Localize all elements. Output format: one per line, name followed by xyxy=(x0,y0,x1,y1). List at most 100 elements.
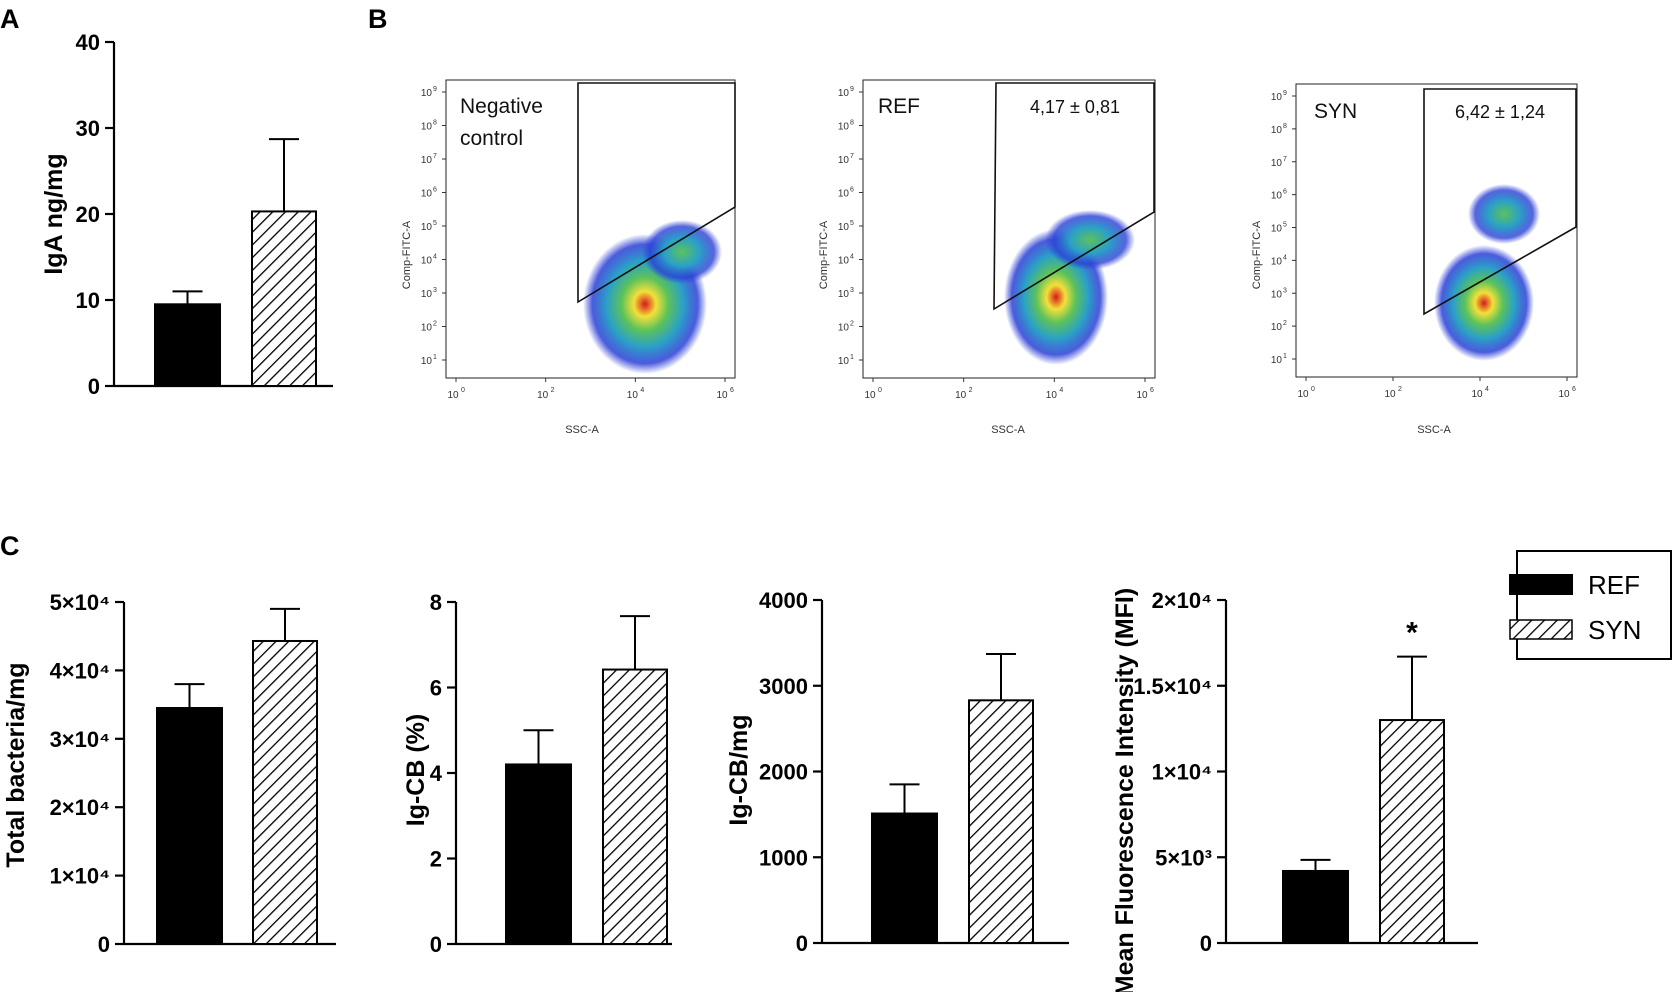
y-tick-label: 1000 xyxy=(759,845,808,870)
flow-y-tick-label: 10 xyxy=(1271,158,1283,169)
y-tick-label: 0 xyxy=(1200,931,1212,956)
bar-syn xyxy=(251,210,317,387)
flow-x-tick-label: 10 xyxy=(1297,389,1309,400)
flow-x-tick-exponent: 0 xyxy=(461,387,465,394)
flow-y-tick-label: 10 xyxy=(421,222,433,233)
y-axis-label: Ig-CB (%) xyxy=(402,714,430,826)
bar-ref xyxy=(156,707,223,946)
y-tick-label: 2×10⁴ xyxy=(1152,588,1212,613)
y-tick-label: 10 xyxy=(76,288,100,313)
y-tick-label: 4×10⁴ xyxy=(50,658,110,683)
flow-sample-label: Negative xyxy=(460,95,543,118)
flow-x-tick-exponent: 0 xyxy=(878,387,882,394)
chart-c-ig-cb-percent: 0 2 4 6 8 Ig-CB (%) xyxy=(402,590,672,957)
legend-label-ref: REF xyxy=(1588,570,1640,600)
y-tick-label: 20 xyxy=(76,202,100,227)
flow-y-tick-exponent: 4 xyxy=(1283,254,1287,261)
flow-y-tick-exponent: 4 xyxy=(850,254,854,261)
gate-polygon xyxy=(993,82,1155,311)
plot-frame xyxy=(862,79,1156,379)
flow-sample-label: SYN xyxy=(1314,100,1357,123)
flow-y-tick-exponent: 3 xyxy=(850,287,854,294)
flow-y-tick-exponent: 6 xyxy=(850,187,854,194)
legend-swatch-syn xyxy=(1509,619,1573,640)
flow-y-tick-exponent: 2 xyxy=(850,321,854,328)
bar-ref xyxy=(154,303,221,387)
gate-percentage: 4,17 ± 0,81 xyxy=(1030,97,1120,117)
flow-plot-syn: 10 110 210 310 410 510 610 710 810 910 0 10 2 10 4 10 6S… xyxy=(1251,83,1578,436)
flow-x-tick-exponent: 0 xyxy=(1311,386,1315,393)
flow-y-tick-label: 10 xyxy=(1271,256,1283,267)
flow-y-tick-label: 10 xyxy=(838,222,850,233)
flow-y-tick-label: 10 xyxy=(421,155,433,166)
y-tick-label: 4000 xyxy=(759,588,808,613)
flow-y-tick-exponent: 5 xyxy=(433,220,437,227)
flow-x-axis-label: SSC-A xyxy=(565,424,599,436)
flow-y-tick-exponent: 8 xyxy=(1283,123,1287,130)
flow-y-axis-label: Comp-FITC-A xyxy=(401,220,413,289)
flow-plot-ref: 10 110 210 310 410 510 610 710 810 910 0 10 2 10 4 10 6S… xyxy=(818,79,1156,436)
y-tick-label: 5×10³ xyxy=(1155,845,1212,870)
flow-y-tick-label: 10 xyxy=(838,88,850,99)
y-tick-label: 1×10⁴ xyxy=(1152,760,1212,785)
flow-x-tick-exponent: 4 xyxy=(1485,386,1489,393)
chart-a-iga: 0 10 20 30 40 IgA ng/mg xyxy=(40,30,333,399)
flow-x-tick-exponent: 2 xyxy=(1398,386,1402,393)
bar-syn xyxy=(968,699,1034,945)
flow-y-tick-exponent: 8 xyxy=(850,120,854,127)
flow-x-tick-label: 10 xyxy=(627,390,639,401)
flow-y-tick-exponent: 7 xyxy=(433,153,437,160)
flow-y-tick-exponent: 1 xyxy=(433,354,437,361)
flow-y-axis-label: Comp-FITC-A xyxy=(1251,220,1263,289)
flow-y-tick-label: 10 xyxy=(838,122,850,133)
flow-y-tick-label: 10 xyxy=(1271,224,1283,235)
flow-sample-label-line2: control xyxy=(460,127,523,150)
gate-percentage: 6,42 ± 1,24 xyxy=(1455,102,1545,122)
y-tick-label: 5×10⁴ xyxy=(50,590,110,615)
flow-plot-negative-control: 10 110 210 310 410 510 610 710 810 910 0 10 2 10 4 10 6S… xyxy=(401,79,736,436)
flow-y-tick-exponent: 7 xyxy=(850,153,854,160)
flow-x-tick-label: 10 xyxy=(864,390,876,401)
flow-y-tick-label: 10 xyxy=(421,88,433,99)
legend-box xyxy=(1516,550,1672,660)
y-tick-label: 40 xyxy=(76,30,100,55)
flow-y-tick-label: 10 xyxy=(1271,322,1283,333)
y-tick-label: 6 xyxy=(430,676,442,701)
y-tick-label: 0 xyxy=(88,374,100,399)
y-tick-label: 1.5×10⁴ xyxy=(1133,674,1212,699)
flow-y-tick-label: 10 xyxy=(838,189,850,200)
flow-y-tick-label: 10 xyxy=(421,323,433,334)
gate-polygon xyxy=(577,82,736,304)
flow-x-tick-exponent: 2 xyxy=(969,387,973,394)
flow-x-tick-label: 10 xyxy=(447,390,459,401)
flow-y-tick-exponent: 1 xyxy=(1283,353,1287,360)
flow-x-tick-label: 10 xyxy=(1558,389,1570,400)
gate-polygon xyxy=(1423,88,1577,316)
flow-y-tick-label: 10 xyxy=(421,256,433,267)
flow-y-tick-label: 10 xyxy=(1271,289,1283,300)
y-tick-label: 8 xyxy=(430,590,442,615)
y-tick-label: 0 xyxy=(430,932,442,957)
flow-y-tick-exponent: 3 xyxy=(1283,287,1287,294)
flow-y-axis-label: Comp-FITC-A xyxy=(818,220,830,289)
flow-y-tick-exponent: 4 xyxy=(433,254,437,261)
bar-ref xyxy=(871,812,938,945)
flow-x-tick-exponent: 2 xyxy=(551,387,555,394)
flow-y-tick-label: 10 xyxy=(838,256,850,267)
chart-c-ig-cb-per-mg: 0 1000 2000 3000 4000 Ig-CB/mg xyxy=(725,588,1069,956)
y-axis-label: Mean Fluorescence Intensity (MFI) xyxy=(1111,588,1139,992)
flow-y-tick-exponent: 5 xyxy=(850,220,854,227)
bar-ref xyxy=(505,763,572,946)
flow-y-tick-exponent: 7 xyxy=(1283,156,1287,163)
flow-y-tick-label: 10 xyxy=(421,356,433,367)
flow-y-tick-label: 10 xyxy=(1271,125,1283,136)
flow-sample-label: REF xyxy=(878,95,920,118)
flow-y-tick-exponent: 8 xyxy=(433,120,437,127)
panel-label-c: C xyxy=(0,531,20,561)
y-tick-label: 0 xyxy=(796,931,808,956)
flow-y-tick-exponent: 2 xyxy=(1283,320,1287,327)
panel-label-b: B xyxy=(368,4,388,34)
y-tick-label: 3×10⁴ xyxy=(50,727,110,752)
density-cloud xyxy=(1468,184,1540,244)
